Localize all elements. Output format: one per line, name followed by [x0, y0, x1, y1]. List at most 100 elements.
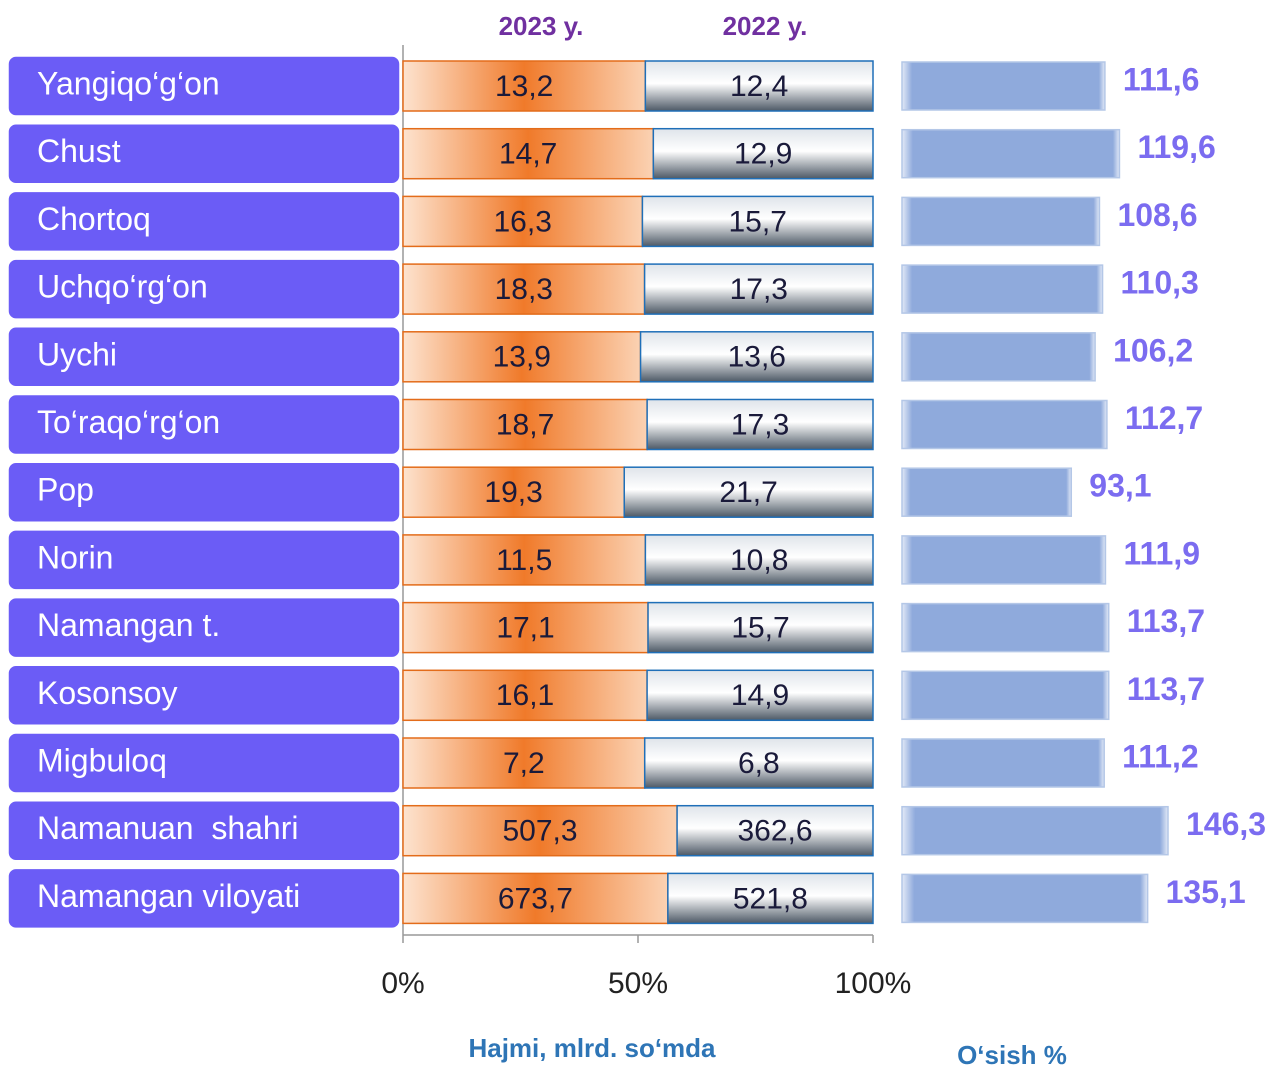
- data-label: 521,8: [733, 882, 808, 915]
- category-box: [7, 799, 401, 862]
- y-tick-label: Pop: [37, 472, 94, 508]
- bar-segment: [402, 466, 625, 518]
- category-box: [7, 258, 401, 320]
- bar: [901, 873, 1149, 924]
- data-label: 112,7: [1125, 400, 1203, 436]
- bar: [901, 805, 1169, 856]
- category-box: [7, 393, 401, 456]
- category-box: [7, 122, 401, 185]
- bar-segment: [676, 804, 874, 857]
- data-label: 113,7: [1127, 671, 1205, 707]
- bar-segment: [643, 737, 874, 789]
- y-tick-label: Migbuloq: [37, 742, 167, 778]
- bar: [901, 264, 1104, 314]
- y-tick-label: Chust: [37, 133, 121, 169]
- data-label: 18,7: [496, 408, 554, 441]
- data-label: 110,3: [1121, 265, 1199, 301]
- data-label: 113,7: [1127, 603, 1205, 639]
- x-axis-label: Hajmi, mlrd. so‘mda: [468, 1033, 716, 1063]
- bar-segment: [643, 263, 874, 315]
- bar-segment: [402, 331, 642, 383]
- y-tick-label: Namangan viloyati: [37, 878, 300, 914]
- bar-segment: [402, 669, 648, 722]
- data-label: 19,3: [484, 476, 542, 509]
- x-tick-label: 100%: [835, 967, 912, 1000]
- y-tick-label: Kosonsoy: [37, 675, 178, 711]
- bar-segment: [402, 804, 678, 857]
- category-box: [7, 596, 401, 659]
- x-axis-label: O‘sish %: [957, 1040, 1067, 1068]
- bar: [901, 332, 1096, 382]
- data-label: 108,6: [1117, 197, 1197, 233]
- data-label: 17,1: [496, 612, 554, 645]
- data-label: 673,7: [498, 882, 573, 915]
- bar-segment: [639, 331, 874, 383]
- bar-segment: [652, 127, 874, 180]
- bar: [901, 602, 1110, 653]
- data-label: 106,2: [1113, 332, 1193, 368]
- data-label: 12,4: [730, 70, 788, 103]
- data-label: 12,9: [734, 138, 792, 171]
- category-box: [7, 664, 401, 727]
- data-label: 16,1: [496, 679, 554, 712]
- y-tick-label: Uychi: [37, 336, 117, 372]
- data-label: 13,9: [493, 341, 551, 374]
- bar: [901, 399, 1108, 450]
- data-label: 111,6: [1123, 61, 1200, 97]
- legend-entry: 2022 y.: [723, 11, 808, 41]
- data-label: 135,1: [1166, 874, 1246, 910]
- bar-segment: [667, 872, 874, 925]
- bar: [901, 61, 1106, 111]
- bar-segment: [623, 466, 874, 518]
- bar: [901, 670, 1110, 721]
- data-label: 93,1: [1089, 468, 1151, 504]
- data-label: 11,5: [496, 544, 552, 577]
- bar: [901, 535, 1107, 585]
- y-tick-label: To‘raqo‘rg‘on: [37, 404, 220, 440]
- data-label: 10,8: [730, 544, 788, 577]
- bar-segment: [647, 601, 874, 654]
- data-label: 362,6: [738, 815, 813, 848]
- bar: [901, 196, 1101, 247]
- data-label: 15,7: [731, 612, 789, 645]
- x-tick-label: 50%: [608, 967, 668, 1000]
- data-label: 111,2: [1122, 738, 1199, 774]
- data-label: 21,7: [719, 476, 777, 509]
- bar-segment: [641, 195, 874, 248]
- bar: [901, 467, 1073, 517]
- bar: [901, 128, 1121, 179]
- category-box: [7, 732, 401, 794]
- bar-segment: [402, 872, 669, 925]
- y-tick-label: Chortoq: [37, 201, 151, 237]
- data-label: 14,7: [499, 138, 557, 171]
- bar-segment: [644, 534, 874, 586]
- data-label: 6,8: [738, 747, 780, 780]
- bar: [901, 738, 1105, 788]
- bar-segment: [644, 60, 874, 112]
- data-label: 17,3: [731, 408, 789, 441]
- bar-segment: [402, 263, 646, 315]
- y-tick-label: Yangiqo‘g‘on: [37, 65, 220, 101]
- data-label: 14,9: [731, 679, 789, 712]
- y-tick-label: Norin: [37, 539, 113, 575]
- bar-segment: [646, 398, 874, 451]
- data-label: 15,7: [729, 205, 787, 238]
- data-label: 111,9: [1123, 535, 1200, 571]
- y-tick-label: Namangan t.: [37, 607, 220, 643]
- legend-entry: 2023 y.: [499, 11, 584, 41]
- bar-segment: [646, 669, 874, 722]
- category-box: [7, 461, 401, 523]
- data-label: 146,3: [1186, 806, 1266, 842]
- bar-segment: [402, 737, 646, 789]
- category-box: [7, 529, 401, 591]
- data-label: 119,6: [1137, 129, 1215, 165]
- category-box: [7, 55, 401, 117]
- bar-segment: [402, 601, 649, 654]
- category-box: [7, 190, 401, 253]
- bar-segment: [402, 60, 647, 112]
- x-tick-label: 0%: [381, 967, 424, 1000]
- y-tick-label: Uchqo‘rg‘on: [37, 269, 208, 305]
- data-label: 7,2: [503, 747, 545, 780]
- bar-segment: [402, 398, 648, 451]
